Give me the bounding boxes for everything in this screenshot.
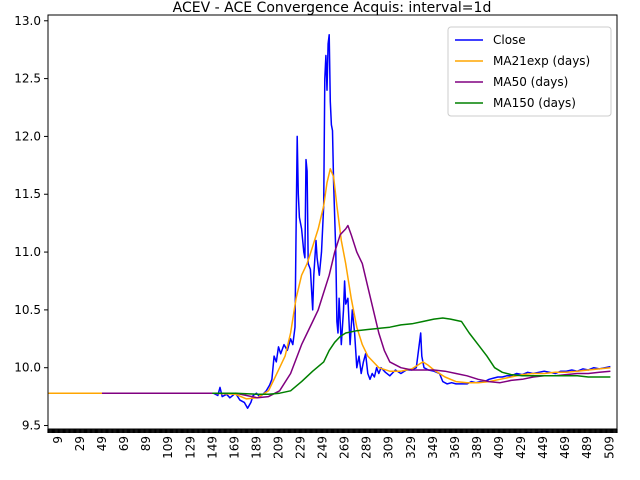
x-tick-label: 289 xyxy=(360,436,374,459)
x-tick-label: 49 xyxy=(95,436,109,451)
x-tick-label: 489 xyxy=(580,436,594,459)
x-tick-label: 369 xyxy=(448,436,462,459)
legend-label: MA150 (days) xyxy=(493,96,576,110)
y-tick-label: 12.5 xyxy=(14,72,41,86)
x-tick-label: 69 xyxy=(117,436,131,451)
x-tick-label: 449 xyxy=(536,436,550,459)
legend: Close MA21exp (days) MA50 (days) MA150 (day… xyxy=(447,26,612,117)
x-tick-label: 229 xyxy=(294,436,308,459)
x-tick-label: 149 xyxy=(205,436,219,459)
x-tick-label: 349 xyxy=(426,436,440,459)
series-line-1 xyxy=(48,168,611,400)
x-tick-label: 469 xyxy=(558,436,572,459)
legend-label: MA50 (days) xyxy=(493,75,568,89)
x-axis: 9 29 49 69 89 109 129 149 169 189 209 229 249 269 289 3… xyxy=(47,429,618,459)
x-tick-label: 89 xyxy=(139,436,153,451)
x-tick-label: 169 xyxy=(227,436,241,459)
legend-label: Close xyxy=(493,33,526,47)
x-tick-label: 389 xyxy=(470,436,484,459)
series-line-3 xyxy=(212,317,611,396)
y-tick-label: 10.0 xyxy=(14,361,41,375)
x-tick-label: 409 xyxy=(492,436,506,459)
x-tick-label: 209 xyxy=(272,436,286,459)
x-tick-label: 309 xyxy=(382,436,396,459)
x-tick-label: 109 xyxy=(161,436,175,459)
x-tick-label: 129 xyxy=(183,436,197,459)
y-tick-label: 13.0 xyxy=(14,14,41,28)
chart-title: ACEV - ACE Convergence Acquis: interval=… xyxy=(173,0,492,16)
x-tick-label: 29 xyxy=(73,436,87,451)
legend-label: MA21exp (days) xyxy=(493,54,590,68)
x-tick-label: 509 xyxy=(602,436,616,459)
y-tick-label: 9.5 xyxy=(22,419,41,433)
y-axis: 9.5 10.0 10.5 11.0 11.5 12.0 12.5 13.0 xyxy=(14,14,48,433)
x-tick-label: 249 xyxy=(316,436,330,459)
legend-box xyxy=(447,26,612,117)
y-tick-label: 11.0 xyxy=(14,245,41,259)
x-tick-label: 9 xyxy=(51,436,65,444)
y-tick-label: 12.0 xyxy=(14,129,41,143)
y-tick-label: 11.5 xyxy=(14,187,41,201)
series-line-2 xyxy=(102,224,611,399)
series-line-0 xyxy=(213,33,611,409)
x-tick-label: 429 xyxy=(514,436,528,459)
x-tick-label: 329 xyxy=(404,436,418,459)
x-tick-label: 189 xyxy=(249,436,263,459)
x-tick-label: 269 xyxy=(338,436,352,459)
y-tick-label: 10.5 xyxy=(14,303,41,317)
